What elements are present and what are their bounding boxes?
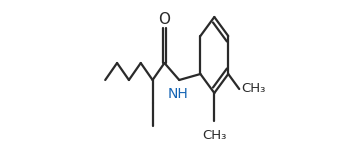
Text: NH: NH: [168, 87, 189, 101]
Text: CH₃: CH₃: [202, 129, 226, 142]
Text: CH₃: CH₃: [241, 82, 266, 95]
Text: O: O: [159, 12, 170, 27]
